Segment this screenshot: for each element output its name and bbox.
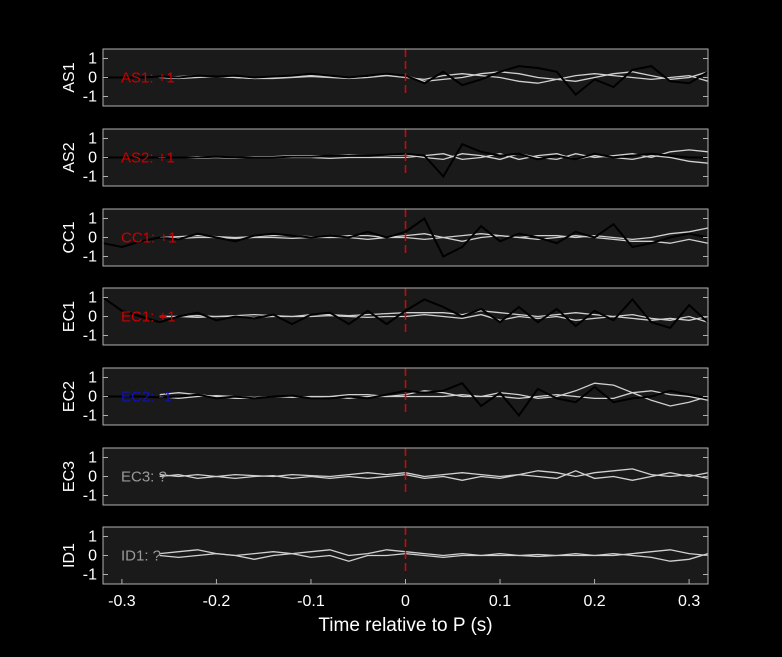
x-axis-label: Time relative to P (s): [318, 615, 492, 636]
trace: [103, 381, 709, 418]
station-annotation: ID1: ?: [121, 547, 161, 564]
x-tick-label: -0.3: [108, 593, 136, 610]
x-tick-label: 0.1: [489, 593, 511, 610]
subplot: AS2: +1 -1 0 1 AS2: [61, 128, 709, 187]
subplot: EC3: ? -1 0 1 EC3: [61, 447, 709, 506]
station-annotation: EC3: ?: [121, 468, 167, 485]
station-annotation: AS1: +1: [121, 69, 175, 86]
y-tick-label: 1: [88, 51, 97, 68]
station-annotation: EC2: -1: [121, 388, 172, 405]
station-annotation: EC1: +1: [121, 308, 176, 325]
y-tick-label: -1: [83, 408, 97, 425]
subplot: EC1: +1 -1 0 1 EC1: [61, 287, 709, 346]
y-tick-label: 1: [88, 211, 97, 228]
x-tick-label: -0.1: [297, 593, 325, 610]
trace: [159, 552, 709, 562]
x-tick-label: 0: [401, 593, 410, 610]
station-annotation: CC1: +1: [121, 229, 176, 246]
y-tick-label: 0: [88, 389, 97, 406]
y-tick-label: 0: [88, 70, 97, 87]
y-axis-label: CC1: [61, 221, 78, 253]
y-axis-label: EC3: [61, 461, 78, 492]
y-tick-label: -1: [83, 89, 97, 106]
y-axis-label: AS1: [61, 62, 78, 92]
trace: [159, 468, 709, 480]
subplot: ID1: ? -1 0 1 ID1 -0.3 -0.2 -0.1 0 0.1 0.2 0.3 Time …: [61, 526, 709, 636]
y-axis-label: EC2: [61, 381, 78, 412]
x-tick-label: 0.3: [678, 593, 700, 610]
y-tick-label: -1: [83, 488, 97, 505]
y-tick-label: 1: [88, 529, 97, 546]
y-tick-label: -1: [83, 169, 97, 186]
subplot: AS1: +1 -1 0 1 AS1: [61, 48, 709, 107]
y-tick-label: -1: [83, 567, 97, 584]
y-tick-label: 1: [88, 370, 97, 387]
trace: [159, 470, 709, 481]
trace: [159, 549, 709, 557]
x-tick-label: -0.2: [203, 593, 231, 610]
y-axis-label: ID1: [61, 543, 78, 568]
y-tick-label: -1: [83, 249, 97, 266]
y-tick-label: 0: [88, 150, 97, 167]
y-tick-label: 0: [88, 230, 97, 247]
trace: [102, 296, 709, 330]
y-tick-label: 1: [88, 131, 97, 148]
trace: [102, 217, 709, 258]
y-tick-label: 0: [88, 469, 97, 486]
y-axis-label: AS2: [61, 142, 78, 172]
subplot: EC2: -1 -1 0 1 EC2: [61, 367, 709, 426]
y-tick-label: -1: [83, 328, 97, 345]
y-tick-label: 1: [88, 290, 97, 307]
y-tick-label: 0: [88, 548, 97, 565]
x-tick-label: 0.2: [583, 593, 605, 610]
station-annotation: AS2: +1: [121, 149, 175, 166]
y-axis-label: EC1: [61, 301, 78, 332]
y-tick-label: 0: [88, 309, 97, 326]
subplot: CC1: +1 -1 0 1 CC1: [61, 208, 709, 267]
y-tick-label: 1: [88, 450, 97, 467]
